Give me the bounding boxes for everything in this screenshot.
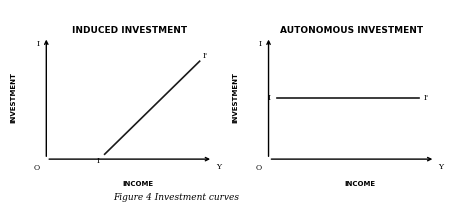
Text: I: I: [37, 40, 40, 48]
Text: O: O: [33, 164, 40, 172]
Text: INCOME: INCOME: [122, 181, 154, 187]
Title: INDUCED INVESTMENT: INDUCED INVESTMENT: [72, 26, 187, 34]
Text: I: I: [259, 40, 262, 48]
Text: INVESTMENT: INVESTMENT: [10, 72, 16, 123]
Text: I: I: [267, 94, 270, 102]
Text: Figure 4 Investment curves: Figure 4 Investment curves: [113, 193, 239, 202]
Text: O: O: [256, 164, 262, 172]
Text: INCOME: INCOME: [344, 181, 376, 187]
Title: AUTONOMOUS INVESTMENT: AUTONOMOUS INVESTMENT: [280, 26, 424, 34]
Text: INVESTMENT: INVESTMENT: [232, 72, 238, 123]
Text: Y: Y: [438, 163, 444, 171]
Text: I': I': [203, 52, 208, 60]
Text: Y: Y: [216, 163, 221, 171]
Text: I: I: [97, 157, 100, 165]
Text: I': I': [424, 94, 429, 102]
